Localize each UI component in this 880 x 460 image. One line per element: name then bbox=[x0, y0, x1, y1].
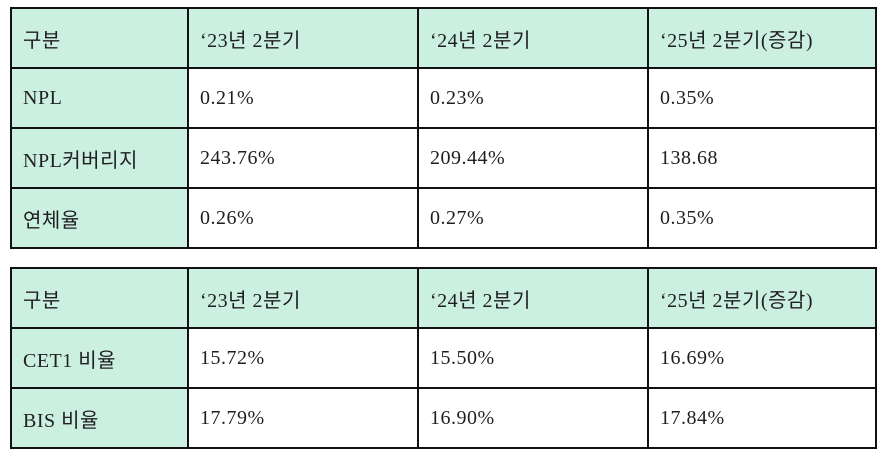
row-label-npl: NPL bbox=[10, 67, 189, 129]
cell-value: 209.44% bbox=[417, 127, 649, 189]
table-row: NPL커버리지 243.76% 209.44% 138.68 bbox=[10, 127, 877, 189]
cell-value: 15.72% bbox=[187, 327, 419, 389]
cell-value: 0.35% bbox=[647, 187, 877, 249]
capital-ratio-table: 구분 ‘23년 2분기 ‘24년 2분기 ‘25년 2분기(증감) CET1 비… bbox=[10, 267, 877, 449]
cell-value: 0.27% bbox=[417, 187, 649, 249]
cell-value: 138.68 bbox=[647, 127, 877, 189]
cell-value: 0.35% bbox=[647, 67, 877, 129]
header-2023-q2: ‘23년 2분기 bbox=[187, 267, 419, 329]
cell-value: 15.50% bbox=[417, 327, 649, 389]
table-row: CET1 비율 15.72% 15.50% 16.69% bbox=[10, 327, 877, 389]
cell-value: 17.84% bbox=[647, 387, 877, 449]
cell-value: 16.90% bbox=[417, 387, 649, 449]
table-row: BIS 비율 17.79% 16.90% 17.84% bbox=[10, 387, 877, 449]
cell-value: 0.21% bbox=[187, 67, 419, 129]
header-2023-q2: ‘23년 2분기 bbox=[187, 7, 419, 69]
cell-value: 0.23% bbox=[417, 67, 649, 129]
asset-quality-table: 구분 ‘23년 2분기 ‘24년 2분기 ‘25년 2분기(증감) NPL 0.… bbox=[10, 7, 877, 249]
cell-value: 17.79% bbox=[187, 387, 419, 449]
header-2025-q2: ‘25년 2분기(증감) bbox=[647, 267, 877, 329]
header-category: 구분 bbox=[10, 7, 189, 69]
cell-value: 16.69% bbox=[647, 327, 877, 389]
header-2024-q2: ‘24년 2분기 bbox=[417, 267, 649, 329]
row-label-delinquency: 연체율 bbox=[10, 187, 189, 249]
table-header-row: 구분 ‘23년 2분기 ‘24년 2분기 ‘25년 2분기(증감) bbox=[10, 7, 877, 69]
table-row: 연체율 0.26% 0.27% 0.35% bbox=[10, 187, 877, 249]
row-label-cet1-ratio: CET1 비율 bbox=[10, 327, 189, 389]
header-category: 구분 bbox=[10, 267, 189, 329]
header-2024-q2: ‘24년 2분기 bbox=[417, 7, 649, 69]
row-label-npl-coverage: NPL커버리지 bbox=[10, 127, 189, 189]
cell-value: 243.76% bbox=[187, 127, 419, 189]
table-row: NPL 0.21% 0.23% 0.35% bbox=[10, 67, 877, 129]
table-header-row: 구분 ‘23년 2분기 ‘24년 2분기 ‘25년 2분기(증감) bbox=[10, 267, 877, 329]
row-label-bis-ratio: BIS 비율 bbox=[10, 387, 189, 449]
cell-value: 0.26% bbox=[187, 187, 419, 249]
header-2025-q2: ‘25년 2분기(증감) bbox=[647, 7, 877, 69]
